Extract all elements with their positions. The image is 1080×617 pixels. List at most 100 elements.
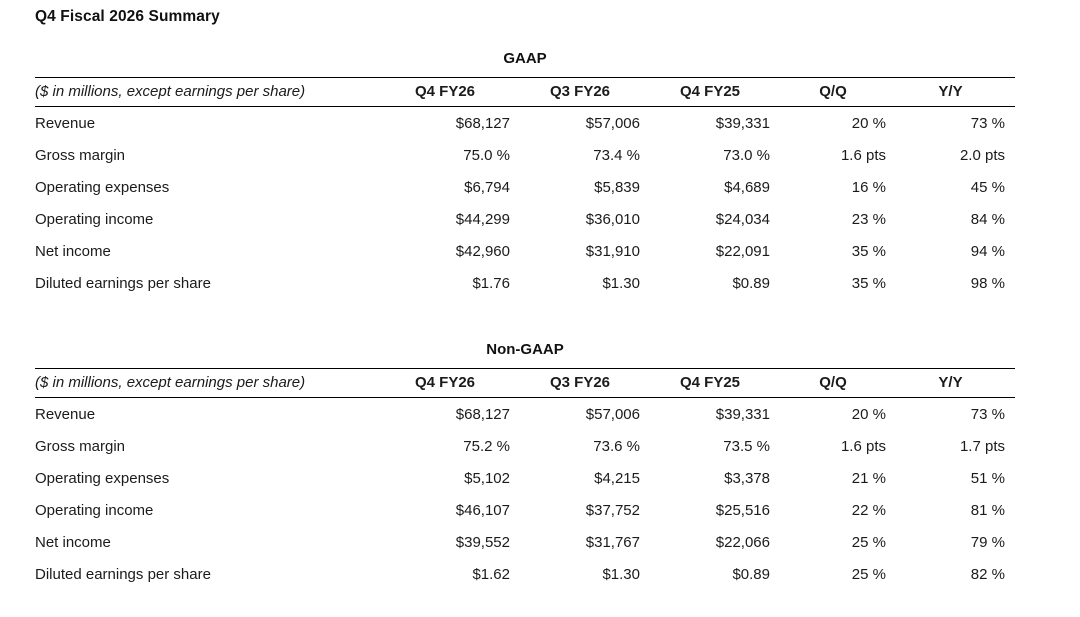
cell-value: $6,794 (464, 178, 510, 196)
gaap-table-title: GAAP (503, 50, 547, 67)
cell-value: $22,091 (715, 242, 770, 260)
cell-value: 1.6 pts (840, 437, 886, 455)
table-row: Revenue $68,127 $57,006 $39,331 20 % 73 % (35, 107, 1015, 140)
table-row: Operating expenses $6,794 $5,839 $4,689 16 %… (35, 171, 1015, 203)
cell-value: 82 % (970, 565, 1005, 583)
cell-value: 73 % (970, 114, 1005, 132)
cell-value: $36,010 (585, 210, 640, 228)
cell-value: 81 % (970, 501, 1005, 519)
cell-value: $4,215 (594, 469, 640, 487)
column-header: Q4 FY26 (380, 77, 520, 107)
cell-value: $0.89 (732, 565, 770, 583)
row-label: Gross margin (35, 437, 126, 455)
cell-value: 73.4 % (593, 146, 640, 164)
cell-value: $5,102 (464, 469, 510, 487)
cell-value: $39,552 (455, 533, 510, 551)
cell-value: 35 % (851, 242, 886, 260)
non-gaap-table-title: Non-GAAP (486, 341, 564, 358)
cell-value: 2.0 pts (959, 146, 1005, 164)
table-row: Net income $42,960 $31,910 $22,091 35 % 94 % (35, 235, 1015, 267)
column-header: Q4 FY26 (380, 368, 520, 398)
cell-value: $37,752 (585, 501, 640, 519)
cell-value: 22 % (851, 501, 886, 519)
cell-value: $46,107 (455, 501, 510, 519)
row-label: Net income (35, 533, 111, 551)
table-row: Gross margin 75.0 % 73.4 % 73.0 % 1.6 pts 2.0… (35, 139, 1015, 171)
cell-value: 73.6 % (593, 437, 640, 455)
table-row: Gross margin 75.2 % 73.6 % 73.5 % 1.6 pts 1.7… (35, 430, 1015, 462)
table-row: Diluted earnings per share $1.62 $1.30 $0.8… (35, 558, 1015, 590)
cell-value: $68,127 (455, 114, 510, 132)
cell-value: 79 % (970, 533, 1005, 551)
cell-value: 73 % (970, 405, 1005, 423)
cell-value: 16 % (851, 178, 886, 196)
cell-value: 25 % (851, 533, 886, 551)
financial-summary-page: Q4 Fiscal 2026 Summary GAAP ($ in millio… (35, 8, 1015, 590)
row-label: Diluted earnings per share (35, 274, 211, 292)
cell-value: $57,006 (585, 114, 640, 132)
gaap-summary-table: ($ in millions, except earnings per shar… (35, 77, 1015, 299)
units-note: ($ in millions, except earnings per shar… (35, 368, 380, 398)
cell-value: $39,331 (715, 114, 770, 132)
row-label: Operating income (35, 501, 154, 519)
cell-value: 45 % (970, 178, 1005, 196)
non-gaap-header-row: ($ in millions, except earnings per shar… (35, 368, 1015, 398)
non-gaap-summary-table: ($ in millions, except earnings per shar… (35, 368, 1015, 590)
cell-value: $44,299 (455, 210, 510, 228)
table-row: Diluted earnings per share $1.76 $1.30 $0.8… (35, 267, 1015, 299)
row-label: Gross margin (35, 146, 126, 164)
cell-value: $4,689 (724, 178, 770, 196)
cell-value: $68,127 (455, 405, 510, 423)
cell-value: 75.2 % (463, 437, 510, 455)
cell-value: $39,331 (715, 405, 770, 423)
column-header: Q4 FY25 (650, 77, 780, 107)
cell-value: 25 % (851, 565, 886, 583)
non-gaap-section: Non-GAAP ($ in millions, except earnings… (35, 341, 1015, 590)
cell-value: $57,006 (585, 405, 640, 423)
column-header: Q/Q (780, 368, 896, 398)
table-row: Operating income $46,107 $37,752 $25,516 22 … (35, 494, 1015, 526)
cell-value: 1.7 pts (959, 437, 1005, 455)
cell-value: 20 % (851, 405, 886, 423)
row-label: Operating expenses (35, 178, 170, 196)
column-header: Q3 FY26 (520, 368, 650, 398)
gaap-table-body: Revenue $68,127 $57,006 $39,331 20 % 73 % Gros… (35, 107, 1015, 300)
cell-value: $1.76 (472, 274, 510, 292)
cell-value: $1.30 (602, 565, 640, 583)
cell-value: 51 % (970, 469, 1005, 487)
cell-value: $3,378 (724, 469, 770, 487)
cell-value: 1.6 pts (840, 146, 886, 164)
cell-value: $5,839 (594, 178, 640, 196)
row-label: Operating income (35, 210, 154, 228)
table-row: Revenue $68,127 $57,006 $39,331 20 % 73 % (35, 398, 1015, 431)
column-header: Q/Q (780, 77, 896, 107)
cell-value: 84 % (970, 210, 1005, 228)
row-label: Revenue (35, 405, 96, 423)
cell-value: $31,910 (585, 242, 640, 260)
column-header: Y/Y (896, 77, 1015, 107)
units-note: ($ in millions, except earnings per shar… (35, 77, 380, 107)
row-label: Diluted earnings per share (35, 565, 211, 583)
row-label: Revenue (35, 114, 96, 132)
cell-value: $25,516 (715, 501, 770, 519)
page-title: Q4 Fiscal 2026 Summary (35, 8, 220, 25)
cell-value: 23 % (851, 210, 886, 228)
cell-value: $22,066 (715, 533, 770, 551)
cell-value: 73.5 % (723, 437, 770, 455)
cell-value: $42,960 (455, 242, 510, 260)
column-header: Q3 FY26 (520, 77, 650, 107)
cell-value: 73.0 % (723, 146, 770, 164)
cell-value: $31,767 (585, 533, 640, 551)
cell-value: $0.89 (732, 274, 770, 292)
cell-value: $24,034 (715, 210, 770, 228)
cell-value: 94 % (970, 242, 1005, 260)
cell-value: 20 % (851, 114, 886, 132)
gaap-header-row: ($ in millions, except earnings per shar… (35, 77, 1015, 107)
gaap-section: GAAP ($ in millions, except earnings per… (35, 50, 1015, 299)
row-label: Net income (35, 242, 111, 260)
table-row: Net income $39,552 $31,767 $22,066 25 % 79 % (35, 526, 1015, 558)
column-header: Y/Y (896, 368, 1015, 398)
column-header: Q4 FY25 (650, 368, 780, 398)
cell-value: $1.62 (472, 565, 510, 583)
table-row: Operating income $44,299 $36,010 $24,034 23 … (35, 203, 1015, 235)
